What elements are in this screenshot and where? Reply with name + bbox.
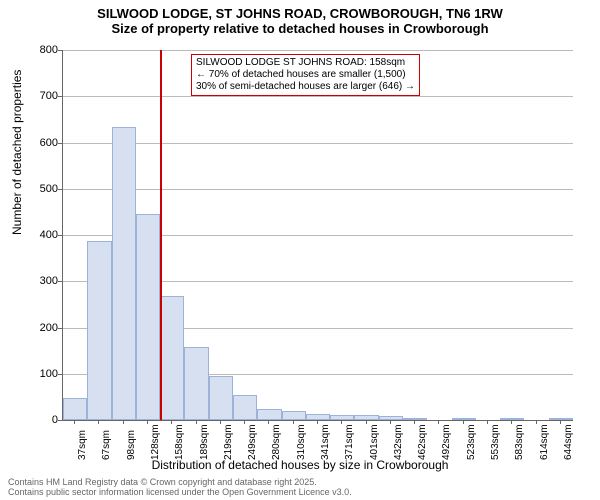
xtick-mark <box>414 420 415 424</box>
ytick-label: 200 <box>28 322 58 334</box>
gridline <box>63 50 573 51</box>
xtick-label: 432sqm <box>393 424 404 460</box>
gridline <box>63 96 573 97</box>
ytick-label: 400 <box>28 229 58 241</box>
xtick-label: 341sqm <box>320 424 331 460</box>
xtick-label: 37sqm <box>77 430 88 460</box>
histogram-bar <box>282 411 306 420</box>
histogram-bar <box>233 395 257 420</box>
annotation-line-2: ← 70% of detached houses are smaller (1,… <box>196 69 415 81</box>
xtick-mark <box>390 420 391 424</box>
xtick-label: 583sqm <box>514 424 525 460</box>
xtick-mark <box>317 420 318 424</box>
gridline <box>63 143 573 144</box>
xtick-label: 371sqm <box>344 424 355 460</box>
histogram-bar <box>354 415 378 420</box>
xtick-mark <box>268 420 269 424</box>
chart-container: SILWOOD LODGE, ST JOHNS ROAD, CROWBOROUG… <box>0 0 600 500</box>
xtick-label: 249sqm <box>247 424 258 460</box>
xtick-label: 401sqm <box>369 424 380 460</box>
histogram-bar <box>184 347 208 420</box>
reference-line <box>160 50 162 420</box>
xtick-mark <box>74 420 75 424</box>
xtick-label: 310sqm <box>296 424 307 460</box>
footer-line-2: Contains public sector information licen… <box>8 488 352 498</box>
xtick-mark <box>220 420 221 424</box>
xtick-mark <box>487 420 488 424</box>
ytick-label: 300 <box>28 275 58 287</box>
plot-area: SILWOOD LODGE ST JOHNS ROAD: 158sqm ← 70… <box>62 50 573 421</box>
y-axis-label: Number of detached properties <box>10 70 24 235</box>
annotation-line-1: SILWOOD LODGE ST JOHNS ROAD: 158sqm <box>196 57 415 69</box>
histogram-bar <box>87 241 111 420</box>
xtick-mark <box>196 420 197 424</box>
xtick-mark <box>171 420 172 424</box>
histogram-bar <box>63 398 87 420</box>
ytick-mark <box>58 96 62 97</box>
xtick-mark <box>536 420 537 424</box>
xtick-label: 189sqm <box>199 424 210 460</box>
xtick-label: 492sqm <box>441 424 452 460</box>
histogram-bar <box>330 415 354 420</box>
xtick-label: 553sqm <box>490 424 501 460</box>
xtick-label: 67sqm <box>101 430 112 460</box>
ytick-mark <box>58 281 62 282</box>
xtick-mark <box>123 420 124 424</box>
xtick-label: 280sqm <box>271 424 282 460</box>
xtick-label: 462sqm <box>417 424 428 460</box>
annotation-line-3: 30% of semi-detached houses are larger (… <box>196 81 415 93</box>
histogram-bar <box>379 416 403 420</box>
xtick-label: 614sqm <box>539 424 550 460</box>
x-axis-label: Distribution of detached houses by size … <box>0 458 600 472</box>
xtick-label: 523sqm <box>466 424 477 460</box>
ytick-mark <box>58 50 62 51</box>
xtick-mark <box>341 420 342 424</box>
histogram-bar <box>112 127 136 420</box>
ytick-label: 700 <box>28 90 58 102</box>
chart-title: SILWOOD LODGE, ST JOHNS ROAD, CROWBOROUG… <box>0 0 600 21</box>
ytick-label: 600 <box>28 137 58 149</box>
histogram-bar <box>403 418 427 420</box>
ytick-label: 0 <box>28 414 58 426</box>
xtick-label: 644sqm <box>563 424 574 460</box>
ytick-label: 500 <box>28 183 58 195</box>
xtick-mark <box>366 420 367 424</box>
xtick-mark <box>244 420 245 424</box>
gridline <box>63 189 573 190</box>
histogram-bar <box>549 418 573 420</box>
ytick-mark <box>58 189 62 190</box>
ytick-label: 800 <box>28 44 58 56</box>
footer-text: Contains HM Land Registry data © Crown c… <box>8 478 352 498</box>
xtick-mark <box>463 420 464 424</box>
xtick-label: 98sqm <box>126 430 137 460</box>
annotation-box: SILWOOD LODGE ST JOHNS ROAD: 158sqm ← 70… <box>191 54 420 96</box>
histogram-bar <box>500 418 524 420</box>
ytick-label: 100 <box>28 368 58 380</box>
ytick-mark <box>58 420 62 421</box>
xtick-mark <box>147 420 148 424</box>
histogram-bar <box>160 296 184 420</box>
xtick-mark <box>438 420 439 424</box>
xtick-label: 219sqm <box>223 424 234 460</box>
xtick-label: 128sqm <box>150 424 161 460</box>
ytick-mark <box>58 143 62 144</box>
xtick-mark <box>511 420 512 424</box>
chart-subtitle: Size of property relative to detached ho… <box>0 21 600 36</box>
xtick-mark <box>293 420 294 424</box>
histogram-bar <box>136 214 160 420</box>
ytick-mark <box>58 235 62 236</box>
histogram-bar <box>257 409 281 420</box>
histogram-bar <box>452 418 476 420</box>
xtick-mark <box>98 420 99 424</box>
ytick-mark <box>58 374 62 375</box>
ytick-mark <box>58 328 62 329</box>
histogram-bar <box>209 376 233 420</box>
xtick-mark <box>560 420 561 424</box>
xtick-label: 158sqm <box>174 424 185 460</box>
